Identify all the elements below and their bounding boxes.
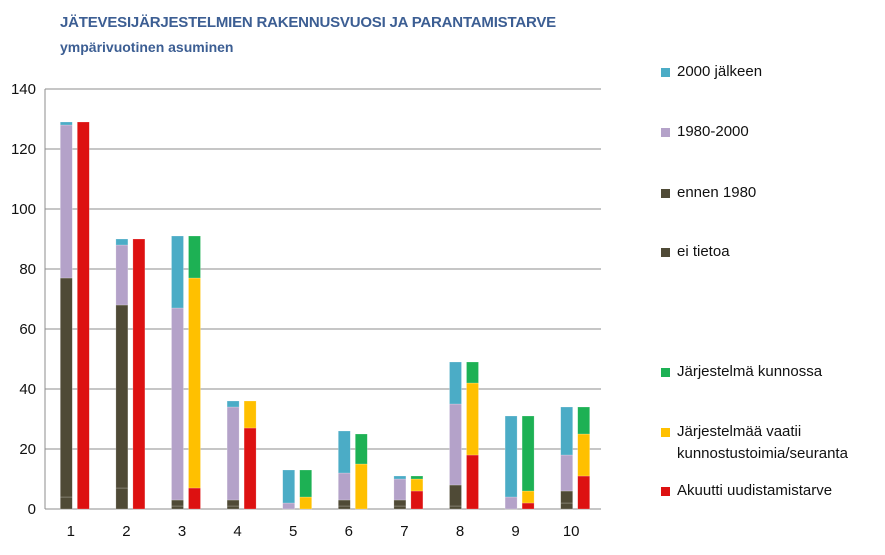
bar-segment-construction-year-4 bbox=[59, 121, 73, 126]
bar-segment-construction-year-2 bbox=[449, 484, 462, 507]
bar-segment-construction-year-3 bbox=[449, 403, 462, 486]
bar-segment-construction-year-1 bbox=[449, 505, 462, 510]
y-tick-label: 20 bbox=[19, 441, 36, 458]
bar-segment-improvement-need-2 bbox=[410, 478, 424, 492]
y-tick-label: 0 bbox=[28, 501, 36, 518]
legend-swatch bbox=[661, 189, 670, 198]
bar-segment-improvement-need-1 bbox=[77, 121, 90, 510]
x-tick-label: 1 bbox=[67, 523, 75, 540]
bar-segment-construction-year-3 bbox=[115, 244, 129, 306]
bar-segment-construction-year-4 bbox=[115, 238, 129, 246]
legend-swatch bbox=[661, 128, 670, 137]
bar-segment-improvement-need-2 bbox=[188, 277, 201, 489]
bar-segment-construction-year-2 bbox=[560, 490, 574, 504]
y-tick-label: 100 bbox=[11, 201, 36, 218]
bar-segment-construction-year-4 bbox=[449, 361, 462, 405]
bar-segment-improvement-need-2 bbox=[577, 433, 591, 477]
legend-label: Järjestelmää vaatii kunnostustoimia/seura… bbox=[677, 423, 849, 462]
bar-segment-construction-year-2 bbox=[393, 499, 407, 507]
bar-segment-improvement-need-2 bbox=[466, 382, 479, 456]
legend-label: 2000 jälkeen bbox=[677, 63, 762, 80]
bar-segment-improvement-need-3 bbox=[299, 469, 313, 498]
bar-segment-improvement-need-1 bbox=[521, 502, 535, 510]
legend-swatch bbox=[661, 368, 670, 377]
bar-segment-construction-year-4 bbox=[393, 475, 407, 480]
bar-segment-improvement-need-2 bbox=[299, 496, 313, 510]
bar-segment-construction-year-3 bbox=[59, 124, 73, 279]
bar-segment-construction-year-1 bbox=[393, 505, 407, 510]
bar-segment-improvement-need-3 bbox=[521, 415, 535, 492]
bar-segment-construction-year-3 bbox=[504, 496, 518, 510]
legend-label: Akuutti uudistamistarve bbox=[677, 482, 832, 499]
bar-segment-construction-year-4 bbox=[171, 235, 184, 309]
bar-segment-improvement-need-1 bbox=[132, 238, 146, 510]
bar-segment-construction-year-3 bbox=[560, 454, 574, 492]
bar-segment-construction-year-2 bbox=[115, 304, 129, 489]
bar-segment-construction-year-3 bbox=[393, 478, 407, 501]
gridlines bbox=[45, 88, 601, 510]
x-tick-label: 4 bbox=[233, 523, 241, 540]
bar-segment-construction-year-4 bbox=[226, 400, 240, 408]
bar-segment-construction-year-4 bbox=[504, 415, 518, 498]
x-tick-label: 7 bbox=[400, 523, 408, 540]
bar-segment-improvement-need-1 bbox=[243, 427, 257, 510]
bar-segment-improvement-need-1 bbox=[410, 490, 424, 510]
x-tick-label: 10 bbox=[563, 523, 580, 540]
legend: 2000 jälkeen 1980-2000 ennen 1980 ei tietoa… bbox=[661, 63, 849, 499]
x-tick-label: 2 bbox=[122, 523, 130, 540]
x-axis: 1 2 3 4 5 6 7 8 9 10 bbox=[67, 523, 580, 540]
legend-swatch bbox=[661, 248, 670, 257]
bars bbox=[59, 121, 591, 510]
bar-segment-improvement-need-3 bbox=[410, 475, 424, 480]
bar-segment-improvement-need-3 bbox=[354, 433, 368, 465]
bar-segment-construction-year-4 bbox=[337, 430, 351, 474]
bar-segment-improvement-need-1 bbox=[188, 487, 201, 510]
legend-swatch bbox=[661, 487, 670, 496]
bar-segment-construction-year-1 bbox=[115, 487, 129, 510]
x-tick-label: 8 bbox=[456, 523, 464, 540]
bar-segment-construction-year-3 bbox=[337, 472, 351, 501]
legend-swatch bbox=[661, 428, 670, 437]
bar-segment-construction-year-2 bbox=[226, 499, 240, 507]
legend-swatch bbox=[661, 68, 670, 77]
y-tick-label: 40 bbox=[19, 381, 36, 398]
x-tick-label: 9 bbox=[511, 523, 519, 540]
legend-label: 1980-2000 bbox=[677, 123, 749, 140]
bar-segment-improvement-need-1 bbox=[466, 454, 479, 510]
chart-title: JÄTEVESIJÄRJESTELMIEN RAKENNUSVUOSI JA P… bbox=[60, 14, 556, 31]
bar-segment-construction-year-1 bbox=[59, 496, 73, 510]
bar-segment-construction-year-1 bbox=[560, 502, 574, 510]
bar-segment-improvement-need-3 bbox=[466, 361, 479, 384]
y-tick-label: 140 bbox=[11, 81, 36, 98]
bar-segment-construction-year-3 bbox=[282, 502, 296, 510]
bar-segment-improvement-need-1 bbox=[577, 475, 591, 510]
bar-segment-improvement-need-3 bbox=[577, 406, 591, 435]
x-tick-label: 6 bbox=[345, 523, 353, 540]
legend-label: Järjestelmä kunnossa bbox=[677, 363, 823, 380]
bar-segment-construction-year-4 bbox=[282, 469, 296, 504]
bar-segment-construction-year-4 bbox=[560, 406, 574, 456]
bar-segment-construction-year-3 bbox=[171, 307, 184, 501]
bar-segment-construction-year-1 bbox=[337, 505, 351, 510]
y-tick-label: 80 bbox=[19, 261, 36, 278]
bar-segment-improvement-need-3 bbox=[188, 235, 201, 279]
x-tick-label: 3 bbox=[178, 523, 186, 540]
legend-label: ennen 1980 bbox=[677, 184, 756, 201]
bar-segment-improvement-need-2 bbox=[521, 490, 535, 504]
bar-segment-construction-year-2 bbox=[171, 499, 184, 507]
y-axis: 0 20 40 60 80 100 120 140 bbox=[11, 81, 46, 518]
y-tick-label: 120 bbox=[11, 141, 36, 158]
bar-segment-construction-year-2 bbox=[59, 277, 73, 498]
bar-segment-improvement-need-2 bbox=[354, 463, 368, 510]
legend-label: ei tietoa bbox=[677, 243, 730, 260]
bar-segment-construction-year-1 bbox=[226, 505, 240, 510]
bar-segment-construction-year-1 bbox=[171, 505, 184, 510]
chart-subtitle: ympärivuotinen asuminen bbox=[60, 39, 234, 55]
y-tick-label: 60 bbox=[19, 321, 36, 338]
x-tick-label: 5 bbox=[289, 523, 297, 540]
bar-segment-improvement-need-2 bbox=[243, 400, 257, 429]
bar-segment-construction-year-3 bbox=[226, 406, 240, 501]
bar-segment-construction-year-2 bbox=[337, 499, 351, 507]
